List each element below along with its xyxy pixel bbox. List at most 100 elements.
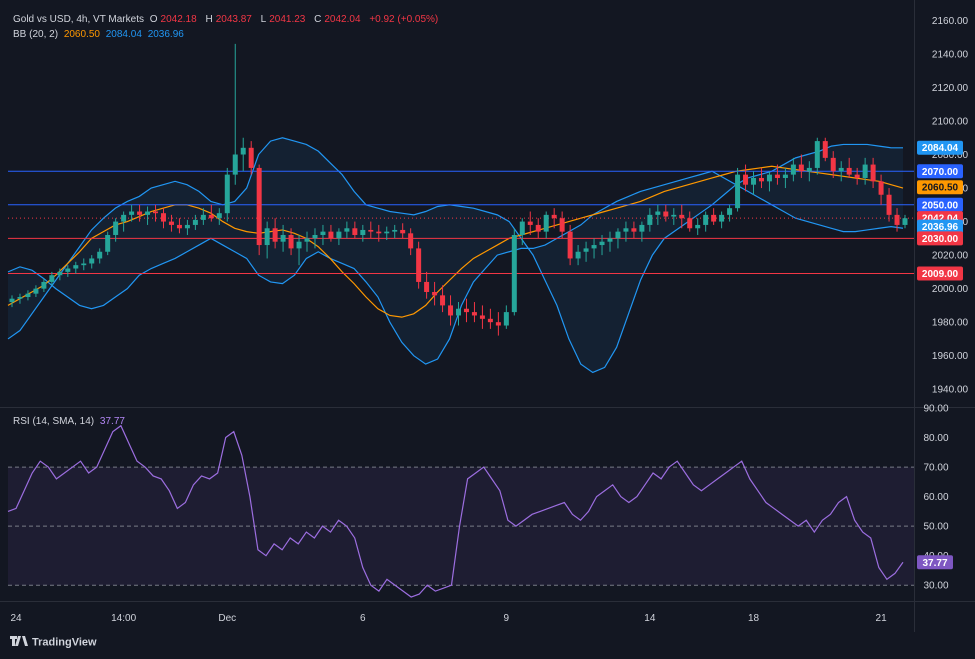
candle-body bbox=[846, 167, 852, 175]
candle-body bbox=[456, 308, 461, 316]
rsi-badge bbox=[917, 555, 953, 570]
candle-body bbox=[240, 147, 246, 155]
candle-body bbox=[607, 238, 613, 242]
rsi-tick: 70.00 bbox=[923, 463, 948, 474]
candle-body bbox=[495, 322, 501, 326]
candle-body bbox=[774, 174, 780, 178]
candle-body bbox=[153, 211, 159, 214]
candle-body bbox=[360, 229, 366, 235]
candle-body bbox=[639, 224, 645, 232]
price-badge bbox=[917, 219, 963, 234]
rsi-value: 37.77 bbox=[99, 416, 125, 427]
candle-body bbox=[838, 167, 844, 172]
candle-body bbox=[559, 218, 565, 232]
candle-body bbox=[89, 258, 95, 264]
rsi-tick: 80.00 bbox=[923, 433, 948, 444]
price-tick: 1940.00 bbox=[932, 385, 969, 396]
price-badge bbox=[917, 140, 963, 155]
bb-lower-value: 2036.96 bbox=[147, 29, 184, 40]
price-tick: 1960.00 bbox=[932, 351, 969, 362]
candle-body bbox=[655, 211, 661, 215]
rsi-tick: 50.00 bbox=[923, 522, 948, 533]
candle-body bbox=[575, 251, 581, 259]
price-badge-label: 2036.96 bbox=[922, 222, 959, 233]
candle-body bbox=[798, 164, 804, 172]
candle-body bbox=[583, 248, 589, 252]
candle-body bbox=[727, 208, 733, 215]
brand-label: TradingView bbox=[32, 636, 97, 649]
candle-body bbox=[232, 154, 238, 175]
candle-body bbox=[97, 251, 103, 259]
candle-body bbox=[894, 214, 900, 225]
close-value: 2042.04 bbox=[324, 14, 361, 25]
candle-body bbox=[599, 241, 605, 246]
candle-body bbox=[336, 231, 342, 239]
candle-body bbox=[81, 263, 87, 266]
time-tick: 14 bbox=[644, 613, 656, 624]
candle-body bbox=[822, 141, 828, 158]
candle-body bbox=[551, 214, 557, 219]
candle-body bbox=[296, 241, 302, 249]
candle-body bbox=[368, 229, 374, 232]
time-tick: 21 bbox=[876, 613, 888, 624]
candle-body bbox=[320, 231, 326, 235]
candle-body bbox=[65, 268, 71, 272]
candle-body bbox=[17, 297, 23, 299]
time-tick: 24 bbox=[10, 613, 22, 624]
candle-body bbox=[33, 288, 39, 294]
candle-body bbox=[479, 315, 485, 319]
bb-label[interactable]: BB (20, 2) bbox=[13, 29, 59, 40]
price-badge-label: 2030.00 bbox=[922, 234, 959, 245]
candle-body bbox=[535, 224, 541, 232]
candle-body bbox=[408, 233, 414, 249]
candle-body bbox=[448, 305, 454, 316]
candle-body bbox=[168, 221, 174, 225]
time-tick: 14:00 bbox=[111, 613, 136, 624]
bb-legend: BB (20, 2) 2060.50 2084.04 2036.96 bbox=[13, 29, 187, 40]
candle-body bbox=[671, 214, 677, 217]
candle-body bbox=[647, 214, 653, 225]
time-tick: 9 bbox=[504, 613, 510, 624]
candle-body bbox=[463, 308, 469, 313]
candle-body bbox=[511, 234, 517, 313]
candle-body bbox=[145, 211, 151, 215]
candle-body bbox=[631, 228, 637, 232]
candle-body bbox=[758, 177, 764, 182]
candle-body bbox=[854, 174, 860, 178]
low-label: L bbox=[260, 14, 267, 25]
rsi-tick: 90.00 bbox=[923, 404, 948, 415]
candle-body bbox=[392, 229, 398, 232]
candle-body bbox=[256, 167, 262, 246]
candle-body bbox=[623, 228, 629, 232]
high-value: 2043.87 bbox=[215, 14, 252, 25]
price-badge bbox=[917, 197, 963, 212]
candle-body bbox=[137, 211, 143, 215]
price-tick: 2100.00 bbox=[932, 116, 969, 127]
price-badge bbox=[917, 164, 963, 179]
candle-body bbox=[471, 312, 477, 316]
rsi-label[interactable]: RSI (14, SMA, 14) bbox=[13, 416, 95, 427]
symbol-legend: Gold vs USD, 4h, VT Markets O 2042.18 H 20… bbox=[13, 14, 441, 25]
candle-body bbox=[766, 174, 772, 182]
symbol-title[interactable]: Gold vs USD, 4h, VT Markets bbox=[13, 14, 144, 25]
tradingview-brand[interactable]: TradingView bbox=[10, 636, 97, 649]
candle-body bbox=[376, 231, 382, 234]
candle-body bbox=[312, 234, 318, 239]
rsi-tick: 30.00 bbox=[923, 581, 948, 592]
price-tick: 2120.00 bbox=[932, 83, 969, 94]
candle-body bbox=[121, 214, 127, 222]
tradingview-logo-icon bbox=[10, 636, 28, 649]
candle-body bbox=[176, 224, 182, 229]
candle-body bbox=[344, 228, 350, 232]
candle-body bbox=[735, 174, 741, 209]
candle-body bbox=[160, 213, 166, 222]
candle-body bbox=[615, 231, 621, 239]
rsi-tick: 60.00 bbox=[923, 492, 948, 503]
candle-body bbox=[830, 157, 836, 172]
candle-body bbox=[216, 213, 222, 219]
price-tick: 2000.00 bbox=[932, 284, 969, 295]
candle-body bbox=[567, 231, 573, 259]
candle-body bbox=[519, 221, 525, 235]
